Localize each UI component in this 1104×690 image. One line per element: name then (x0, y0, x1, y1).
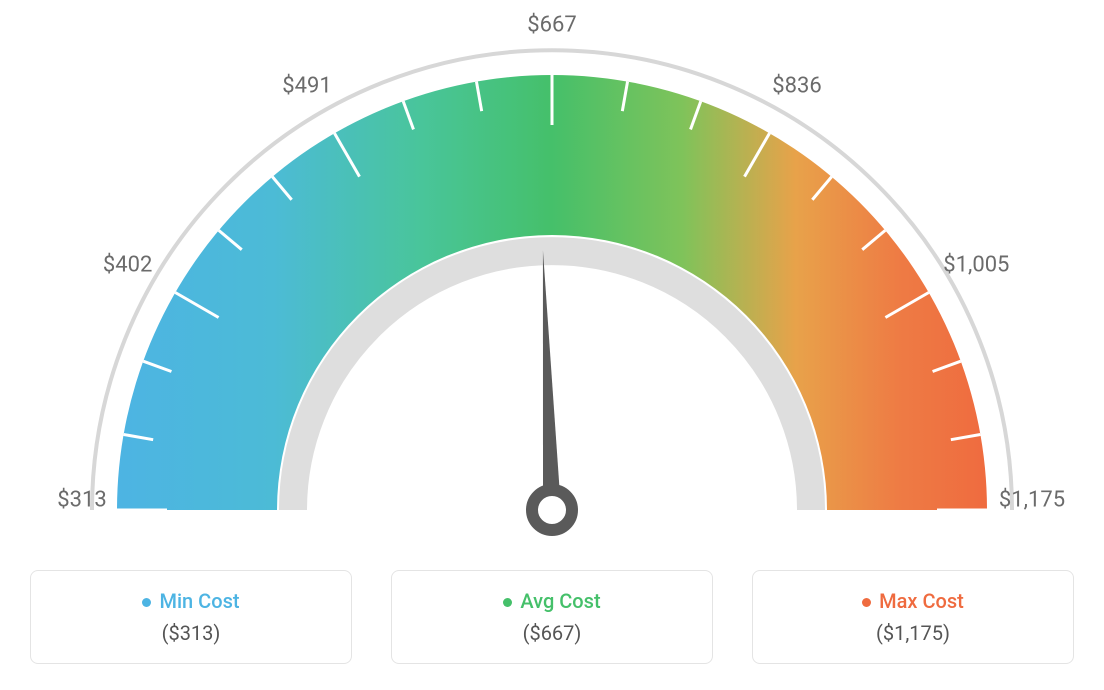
cost-gauge: $313 $402 $491 $667 $836 $1,005 $1,175 (0, 0, 1104, 560)
legend-title: Max Cost (753, 589, 1073, 613)
gauge-tick-label: $491 (282, 73, 331, 98)
gauge-tick-label: $313 (57, 488, 106, 513)
legend-title: Min Cost (31, 589, 351, 613)
legend-title-text: Min Cost (159, 589, 239, 613)
legend-box: Max Cost ($1,175) (752, 570, 1074, 664)
legend-title: Avg Cost (392, 589, 712, 613)
legend-box: Avg Cost ($667) (391, 570, 713, 664)
legend-dot (503, 598, 512, 607)
gauge-tick-label: $402 (103, 253, 152, 278)
legend-value: ($313) (31, 621, 351, 645)
gauge-tick-label: $1,005 (943, 253, 1009, 278)
legend-dot (142, 598, 151, 607)
legend-dot (862, 598, 871, 607)
gauge-tick-label: $836 (772, 73, 821, 98)
legend-value: ($1,175) (753, 621, 1073, 645)
legend-title-text: Max Cost (879, 589, 964, 613)
legend-title-text: Avg Cost (520, 589, 600, 613)
gauge-tick-label: $667 (527, 13, 576, 38)
legend-box: Min Cost ($313) (30, 570, 352, 664)
gauge-tick-label: $1,175 (999, 488, 1065, 513)
gauge-needle (543, 250, 561, 510)
legend-row: Min Cost ($313) Avg Cost ($667) Max Cost ($1,… (0, 570, 1104, 664)
gauge-needle-hub (532, 490, 572, 530)
legend-value: ($667) (392, 621, 712, 645)
